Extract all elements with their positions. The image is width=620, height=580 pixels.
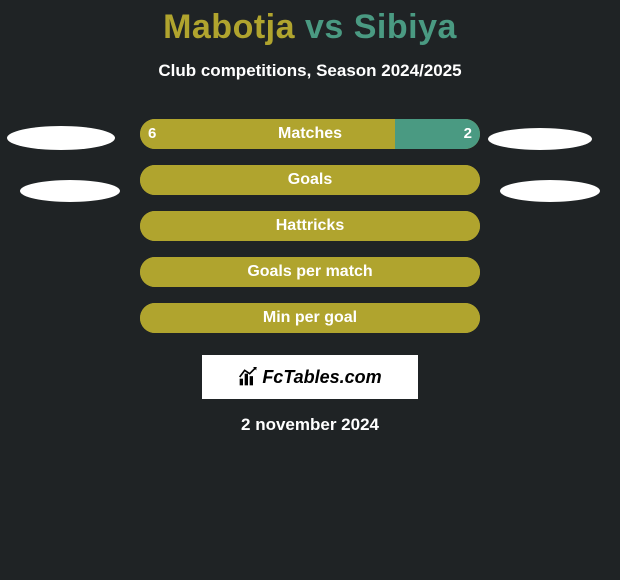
bar-track	[140, 119, 480, 149]
page-title: Mabotja vs Sibiya	[0, 0, 620, 47]
bar-row: Goals per match	[0, 257, 620, 287]
bar-row: Min per goal	[0, 303, 620, 333]
bar-left-segment	[140, 211, 480, 241]
bar-track	[140, 165, 480, 195]
logo-text: FcTables.com	[262, 367, 381, 388]
decorative-ellipse	[488, 128, 592, 150]
subtitle: Club competitions, Season 2024/2025	[0, 61, 620, 81]
decorative-ellipse	[7, 126, 115, 150]
bar-left-segment	[140, 303, 480, 333]
infographic-container: Mabotja vs Sibiya Club competitions, Sea…	[0, 0, 620, 580]
bar-track	[140, 303, 480, 333]
bar-track	[140, 211, 480, 241]
decorative-ellipse	[20, 180, 120, 202]
bar-value-left: 6	[148, 119, 156, 149]
bars-area: Matches62GoalsHattricksGoals per matchMi…	[0, 119, 620, 333]
chart-icon	[238, 367, 258, 387]
title-vs: vs	[305, 8, 344, 46]
title-player1: Mabotja	[163, 8, 295, 46]
bar-left-segment	[140, 119, 395, 149]
date-label: 2 november 2024	[0, 415, 620, 435]
decorative-ellipse	[500, 180, 600, 202]
bar-track	[140, 257, 480, 287]
bar-left-segment	[140, 165, 480, 195]
title-player2: Sibiya	[354, 8, 457, 46]
bar-value-right: 2	[464, 119, 472, 149]
logo-box: FcTables.com	[202, 355, 418, 399]
bar-row: Hattricks	[0, 211, 620, 241]
bar-left-segment	[140, 257, 480, 287]
